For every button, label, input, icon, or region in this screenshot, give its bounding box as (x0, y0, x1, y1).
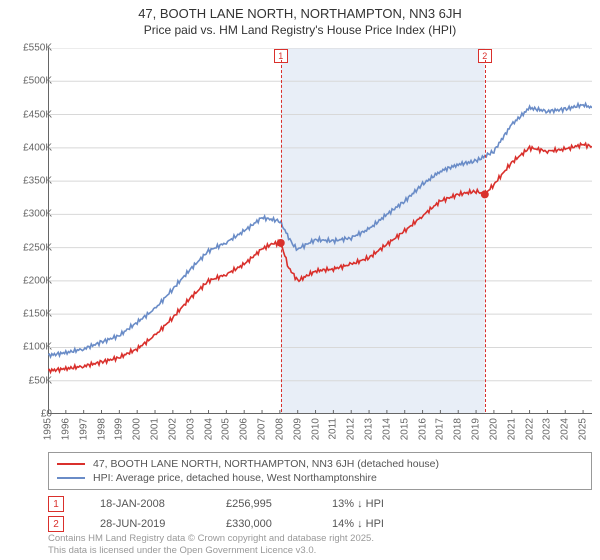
transaction-row: 2 28-JUN-2019 £330,000 14% ↓ HPI (48, 514, 412, 534)
x-tick-label: 1996 (60, 418, 71, 440)
x-tick-label: 2025 (578, 418, 589, 440)
transactions-table: 1 18-JAN-2008 £256,995 13% ↓ HPI 2 28-JUN-201… (48, 494, 412, 534)
x-tick-label: 2024 (560, 418, 571, 440)
x-tick-label: 2006 (239, 418, 250, 440)
transaction-row: 1 18-JAN-2008 £256,995 13% ↓ HPI (48, 494, 412, 514)
x-tick-label: 1998 (96, 418, 107, 440)
x-tick-label: 2013 (364, 418, 375, 440)
transaction-badge: 1 (48, 496, 64, 512)
legend-swatch (57, 463, 85, 465)
transaction-pct: 14% ↓ HPI (332, 518, 412, 530)
x-tick-label: 2003 (185, 418, 196, 440)
transaction-price: £256,995 (226, 498, 296, 510)
transaction-price: £330,000 (226, 518, 296, 530)
marker-dashline (485, 60, 486, 412)
x-tick-label: 2021 (506, 418, 517, 440)
chart-svg (48, 48, 592, 414)
x-tick-label: 2010 (310, 418, 321, 440)
x-tick-label: 1997 (78, 418, 89, 440)
chart-container: 47, BOOTH LANE NORTH, NORTHAMPTON, NN3 6… (0, 0, 600, 560)
legend-swatch (57, 477, 85, 479)
chart-title: 47, BOOTH LANE NORTH, NORTHAMPTON, NN3 6… (0, 0, 600, 38)
x-tick-label: 2019 (471, 418, 482, 440)
x-tick-label: 2007 (257, 418, 268, 440)
x-tick-label: 2005 (221, 418, 232, 440)
x-tick-label: 2017 (435, 418, 446, 440)
x-tick-label: 2015 (399, 418, 410, 440)
x-tick-label: 2004 (203, 418, 214, 440)
x-tick-label: 2008 (274, 418, 285, 440)
legend-label: 47, BOOTH LANE NORTH, NORTHAMPTON, NN3 6… (93, 458, 439, 470)
x-tick-label: 2020 (488, 418, 499, 440)
x-tick-label: 2018 (453, 418, 464, 440)
x-tick-label: 1999 (114, 418, 125, 440)
x-tick-label: 2014 (381, 418, 392, 440)
x-tick-label: 2002 (167, 418, 178, 440)
x-tick-label: 2016 (417, 418, 428, 440)
chart-marker: 2 (485, 46, 492, 64)
x-tick-label: 2022 (524, 418, 535, 440)
chart-plot-area: 12 (48, 48, 592, 414)
x-tick-label: 2023 (542, 418, 553, 440)
x-tick-label: 2000 (132, 418, 143, 440)
x-tick-label: 2012 (346, 418, 357, 440)
transaction-date: 18-JAN-2008 (100, 498, 190, 510)
legend: 47, BOOTH LANE NORTH, NORTHAMPTON, NN3 6… (48, 452, 592, 490)
footer-line2: This data is licensed under the Open Gov… (48, 545, 374, 556)
title-line1: 47, BOOTH LANE NORTH, NORTHAMPTON, NN3 6… (0, 6, 600, 23)
x-tick-label: 2009 (292, 418, 303, 440)
legend-label: HPI: Average price, detached house, West… (93, 472, 377, 484)
legend-row: 47, BOOTH LANE NORTH, NORTHAMPTON, NN3 6… (57, 457, 583, 471)
transaction-pct: 13% ↓ HPI (332, 498, 412, 510)
x-tick-label: 2001 (150, 418, 161, 440)
x-tick-label: 1995 (43, 418, 54, 440)
chart-marker: 1 (281, 46, 288, 64)
transaction-badge: 2 (48, 516, 64, 532)
transaction-date: 28-JUN-2019 (100, 518, 190, 530)
footer-line1: Contains HM Land Registry data © Crown c… (48, 533, 374, 544)
legend-row: HPI: Average price, detached house, West… (57, 471, 583, 485)
title-line2: Price paid vs. HM Land Registry's House … (0, 23, 600, 39)
marker-dashline (281, 60, 282, 412)
footer-attribution: Contains HM Land Registry data © Crown c… (48, 533, 374, 556)
x-tick-label: 2011 (328, 418, 339, 440)
